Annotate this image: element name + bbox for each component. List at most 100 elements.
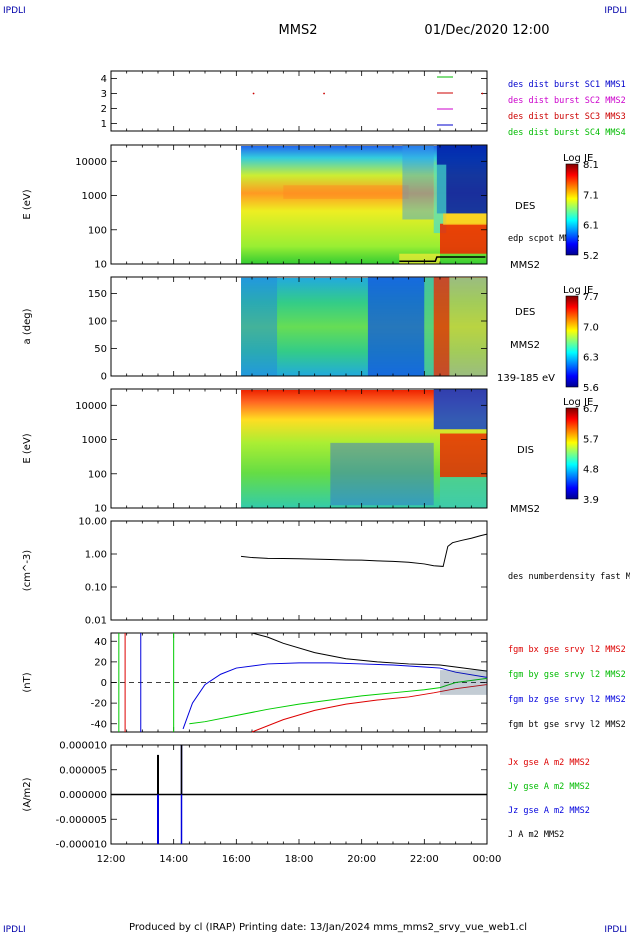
dis-e-colorbar-tick-label: 5.7 — [583, 434, 599, 445]
burst-tick-label: 2 — [101, 104, 107, 115]
current-legend-label: J A m2 MMS2 — [508, 830, 564, 840]
time-tick-label: 00:00 — [473, 854, 502, 865]
time-tick-label: 14:00 — [159, 854, 188, 865]
burst-tick-label: 1 — [101, 119, 107, 130]
des-pa-patch — [433, 277, 450, 376]
dis-e-tick-label: 100 — [88, 469, 107, 480]
dis-e-tick-label: 1000 — [82, 435, 107, 446]
dis-e-colorbar-bar — [565, 407, 579, 500]
dis-e-tick-label: 10000 — [75, 401, 107, 412]
fgm-line-bz — [182, 662, 488, 730]
spacecraft-title: MMS2 — [279, 23, 318, 38]
density-tick-label: 0.01 — [85, 616, 107, 627]
fgm-tick-label: -20 — [91, 699, 107, 710]
current-legend-label: Jz gse A m2 MMS2 — [508, 806, 590, 816]
des-pa-tick-label: 100 — [88, 317, 107, 328]
time-tick-label: 12:00 — [97, 854, 126, 865]
burst-legend-label: des dist burst SC2 MMS2 — [508, 96, 626, 106]
current-tick-label: 0.000000 — [59, 790, 107, 801]
des-e-bottom-label: MMS2 — [510, 260, 540, 271]
des-pa-colorbar-tick-label: 7.7 — [583, 292, 599, 303]
dis-e-patch — [433, 389, 487, 430]
des-pa-colorbar-bar — [565, 295, 579, 388]
density-ylabel: (cm^-3) — [22, 550, 33, 591]
burst-point — [252, 92, 255, 95]
time-tick-label: 18:00 — [285, 854, 314, 865]
burst-tick-label: 3 — [101, 89, 107, 100]
burst-legend-label: des dist burst SC4 MMS4 — [508, 128, 626, 138]
corner-label-top-right: IPDLI — [604, 6, 627, 16]
fgm-noise-band — [440, 670, 487, 695]
des-pa-mid-label: MMS2 — [510, 340, 540, 351]
fgm-tick-label: -40 — [91, 719, 107, 730]
des-pa-colorbar-tick-label: 5.6 — [583, 383, 599, 394]
dis-e-colorbar-title: Log JE — [563, 397, 593, 408]
density-panel-frame — [110, 520, 488, 621]
density-tick-label: 0.10 — [85, 583, 107, 594]
burst-tick-label: 4 — [101, 74, 107, 85]
des-pa-colorbar-title: Log JE — [563, 285, 593, 296]
des-pa-bottom-label: 139-185 eV — [497, 373, 555, 384]
fgm-line-bx — [251, 684, 488, 733]
burst-panel-frame — [110, 70, 488, 132]
current-tick-label: -0.000010 — [56, 840, 107, 851]
des-e-colorbar-bar — [565, 163, 579, 256]
current-legend-label: Jx gse A m2 MMS2 — [508, 758, 590, 768]
scpot-line — [399, 256, 486, 263]
dis-e-ylabel: E (eV) — [22, 433, 33, 463]
des-e-tick-label: 100 — [88, 225, 107, 236]
des-pa-tick-label: 0 — [101, 372, 107, 383]
date-title: 01/Dec/2020 12:00 — [424, 23, 549, 38]
fgm-tick-label: 0 — [101, 678, 107, 689]
des-pa-ylabel: a (deg) — [22, 308, 33, 344]
des-pa-colorbar-tick-label: 7.0 — [583, 322, 599, 333]
des-pa-patch — [449, 277, 487, 376]
burst-legend-label: des dist burst SC1 MMS1 — [508, 80, 626, 90]
des-e-tick-label: 1000 — [82, 191, 107, 202]
des-pa-tick-label: 50 — [94, 344, 107, 355]
des-e-patch — [440, 223, 487, 254]
fgm-line-by — [189, 677, 488, 725]
des-pa-patch — [241, 277, 278, 376]
des-e-colorbar-title: Log JE — [563, 153, 593, 164]
corner-label-bottom-left: IPDLI — [3, 925, 26, 934]
des-e-tick-label: 10 — [94, 260, 107, 271]
time-tick-label: 22:00 — [410, 854, 439, 865]
des-e-patch — [402, 145, 434, 220]
current-tick-label: -0.000005 — [56, 815, 107, 826]
density-legend-label: des numberdensity fast M — [508, 572, 630, 582]
dis-e-colorbar-tick-label: 4.8 — [583, 465, 599, 476]
footer-text: Produced by cl (IRAP) Printing date: 13/… — [129, 922, 527, 933]
burst-legend-label: des dist burst SC3 MMS3 — [508, 112, 626, 122]
des-e-patch — [399, 253, 440, 264]
des-e-patch — [283, 185, 409, 199]
fgm-legend-label: fgm bz gse srvy l2 MMS2 — [508, 695, 626, 705]
des-e-colorbar-tick-label: 6.1 — [583, 221, 599, 232]
des-e-colorbar-tick-label: 5.2 — [583, 251, 599, 262]
des-e-overlay-label: edp scpot MMS2 — [508, 234, 580, 244]
density-tick-label: 10.00 — [78, 517, 107, 528]
corner-label-top-left: IPDLI — [3, 6, 26, 16]
dis-e-patch — [440, 433, 487, 478]
current-legend-label: Jy gse A m2 MMS2 — [508, 782, 590, 792]
des-e-colorbar-tick-label: 7.1 — [583, 190, 599, 201]
des-pa-instrument-label: DES — [515, 307, 535, 318]
des-e-tick-label: 10000 — [75, 157, 107, 168]
fgm-legend-label: fgm by gse srvy l2 MMS2 — [508, 670, 626, 680]
dis-e-bottom-label: MMS2 — [510, 504, 540, 515]
burst-point — [323, 92, 325, 95]
dis-e-patch — [330, 442, 434, 506]
current-ylabel: (A/m2) — [22, 777, 33, 811]
corner-label-bottom-right: IPDLI — [604, 925, 627, 934]
fgm-ylabel: (nT) — [22, 672, 33, 692]
des-e-colorbar-tick-label: 8.1 — [583, 160, 599, 171]
burst-point — [481, 92, 484, 95]
fgm-tick-label: 40 — [94, 637, 107, 648]
time-tick-label: 20:00 — [347, 854, 376, 865]
des-e-ylabel: E (eV) — [22, 189, 33, 219]
fgm-legend-label: fgm bt gse srvy l2 MMS2 — [508, 720, 626, 730]
dis-e-colorbar-tick-label: 3.9 — [583, 495, 599, 506]
dis-e-patch — [440, 477, 487, 508]
fgm-legend-label: fgm bx gse srvy l2 MMS2 — [508, 645, 626, 655]
des-pa-patch — [367, 277, 425, 376]
